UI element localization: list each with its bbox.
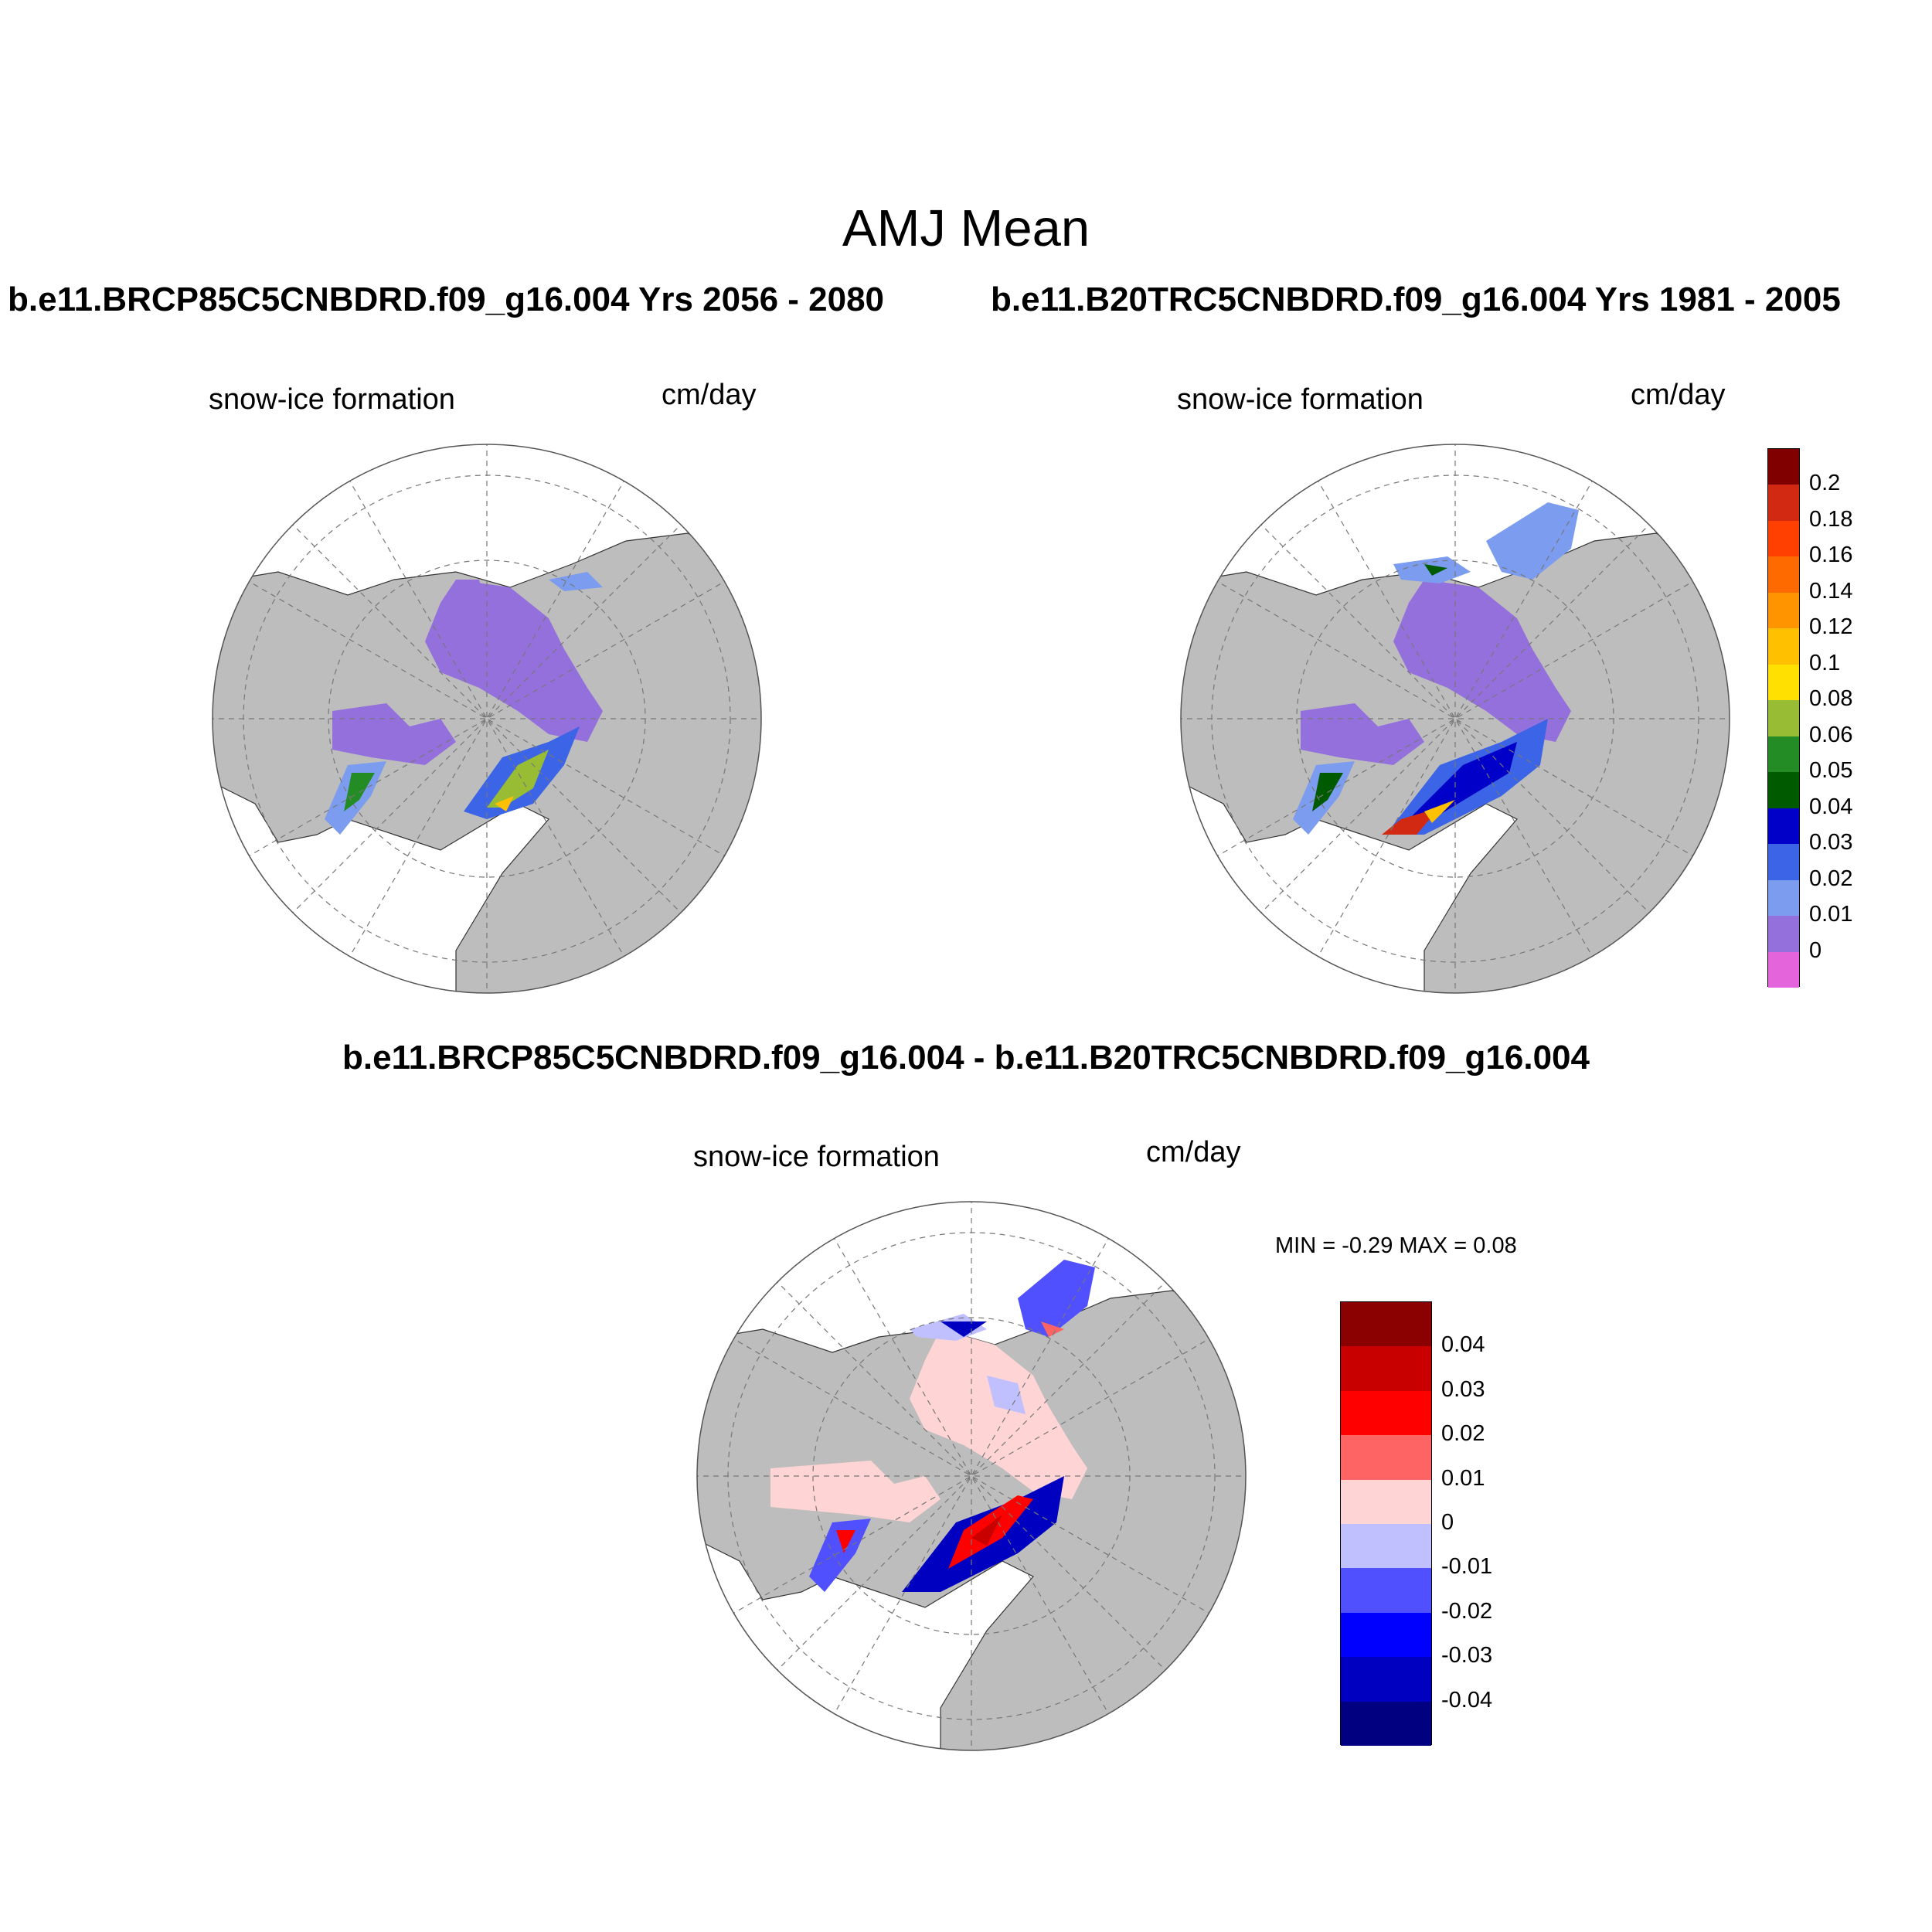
colorbar-difference [1340,1301,1432,1747]
colorbar-main-tick-label: 0.12 [1809,614,1853,640]
panel-a-variable: snow-ice formation [209,383,455,416]
colorbar-diff-swatch [1341,1612,1431,1658]
colorbar-main-tick-label: 0.16 [1809,543,1853,568]
colorbar-diff-swatch [1341,1346,1431,1392]
colorbar-main-swatch [1768,844,1799,881]
colorbar-diff-swatch [1341,1435,1431,1481]
max-value: 0.08 [1473,1233,1517,1258]
colorbar-main-tick-label: 0.1 [1809,650,1841,675]
max-label: MAX = [1399,1233,1468,1258]
colorbar-main-swatch [1768,772,1799,809]
colorbar-diff-swatch [1341,1568,1431,1614]
colorbar-main-swatch [1768,736,1799,773]
colorbar-main-swatch [1768,664,1799,701]
diff-min-max: MIN = -0.29 MAX = 0.08 [1275,1235,1517,1257]
colorbar-diff-tick-label: 0.01 [1441,1465,1485,1491]
colorbar-diff-swatch [1341,1479,1431,1525]
colorbar-main-swatch [1768,628,1799,665]
colorbar-diff-tick-label: 0.04 [1441,1332,1485,1358]
colorbar-diff-tick-label: -0.04 [1441,1687,1493,1713]
colorbar-main-tick-label: 0.08 [1809,686,1853,712]
panel-a-units: cm/day [662,379,757,411]
map-historical [1180,444,1730,994]
colorbar-diff-tick-label: -0.03 [1441,1643,1493,1668]
case-b-title: b.e11.B20TRC5CNBDRD.f09_g16.004 Yrs 1981… [991,281,1841,318]
panel-diff-units: cm/day [1146,1136,1241,1168]
colorbar-main-swatch [1768,485,1799,522]
colorbar-main-swatch [1768,556,1799,594]
colorbar-main-swatch [1768,520,1799,557]
colorbar-diff-swatch [1341,1302,1431,1347]
colorbar-diff-tick-label: -0.01 [1441,1554,1493,1580]
colorbar-main-tick-label: 0 [1809,937,1822,963]
colorbar-main-tick-label: 0.02 [1809,866,1853,891]
case-a-title: b.e11.BRCP85C5CNBDRD.f09_g16.004 Yrs 205… [8,281,885,318]
colorbar-main-swatch [1768,700,1799,737]
colorbar-main-swatch [1768,951,1799,988]
panel-diff-variable: snow-ice formation [693,1141,940,1173]
colorbar-main-tick-label: 0.04 [1809,794,1853,819]
colorbar-main-tick-label: 0.2 [1809,471,1841,496]
colorbar-main-tick-label: 0.05 [1809,758,1853,784]
colorbar-main-swatch [1768,879,1799,917]
colorbar-main-tick-label: 0.01 [1809,902,1853,927]
min-label: MIN = [1275,1233,1336,1258]
colorbar-main-swatch [1768,916,1799,953]
colorbar-diff-swatch [1341,1701,1431,1747]
colorbar-main-tick-label: 0.14 [1809,578,1853,604]
colorbar-diff-swatch [1341,1657,1431,1702]
colorbar-diff-tick-label: 0 [1441,1510,1454,1535]
map-future [212,444,762,994]
colorbar-main-swatch [1768,808,1799,845]
difference-title: b.e11.BRCP85C5CNBDRD.f09_g16.004 - b.e11… [342,1039,1590,1077]
map-difference [696,1201,1247,1751]
main-title: AMJ Mean [842,199,1090,257]
colorbar-diff-tick-label: -0.02 [1441,1598,1493,1624]
colorbar-main-tick-label: 0.18 [1809,506,1853,532]
colorbar-main-tick-label: 0.03 [1809,830,1853,855]
colorbar-diff-swatch [1341,1390,1431,1436]
min-value: -0.29 [1342,1233,1393,1258]
colorbar-diff-swatch [1341,1524,1431,1569]
colorbar-main-swatch [1768,592,1799,629]
colorbar-diff-tick-label: 0.02 [1441,1421,1485,1447]
colorbar-diff-tick-label: 0.03 [1441,1376,1485,1402]
colorbar-main [1767,448,1800,988]
panel-b-variable: snow-ice formation [1177,383,1423,416]
colorbar-main-tick-label: 0.06 [1809,722,1853,747]
panel-b-units: cm/day [1631,379,1726,411]
colorbar-main-swatch [1768,449,1799,485]
